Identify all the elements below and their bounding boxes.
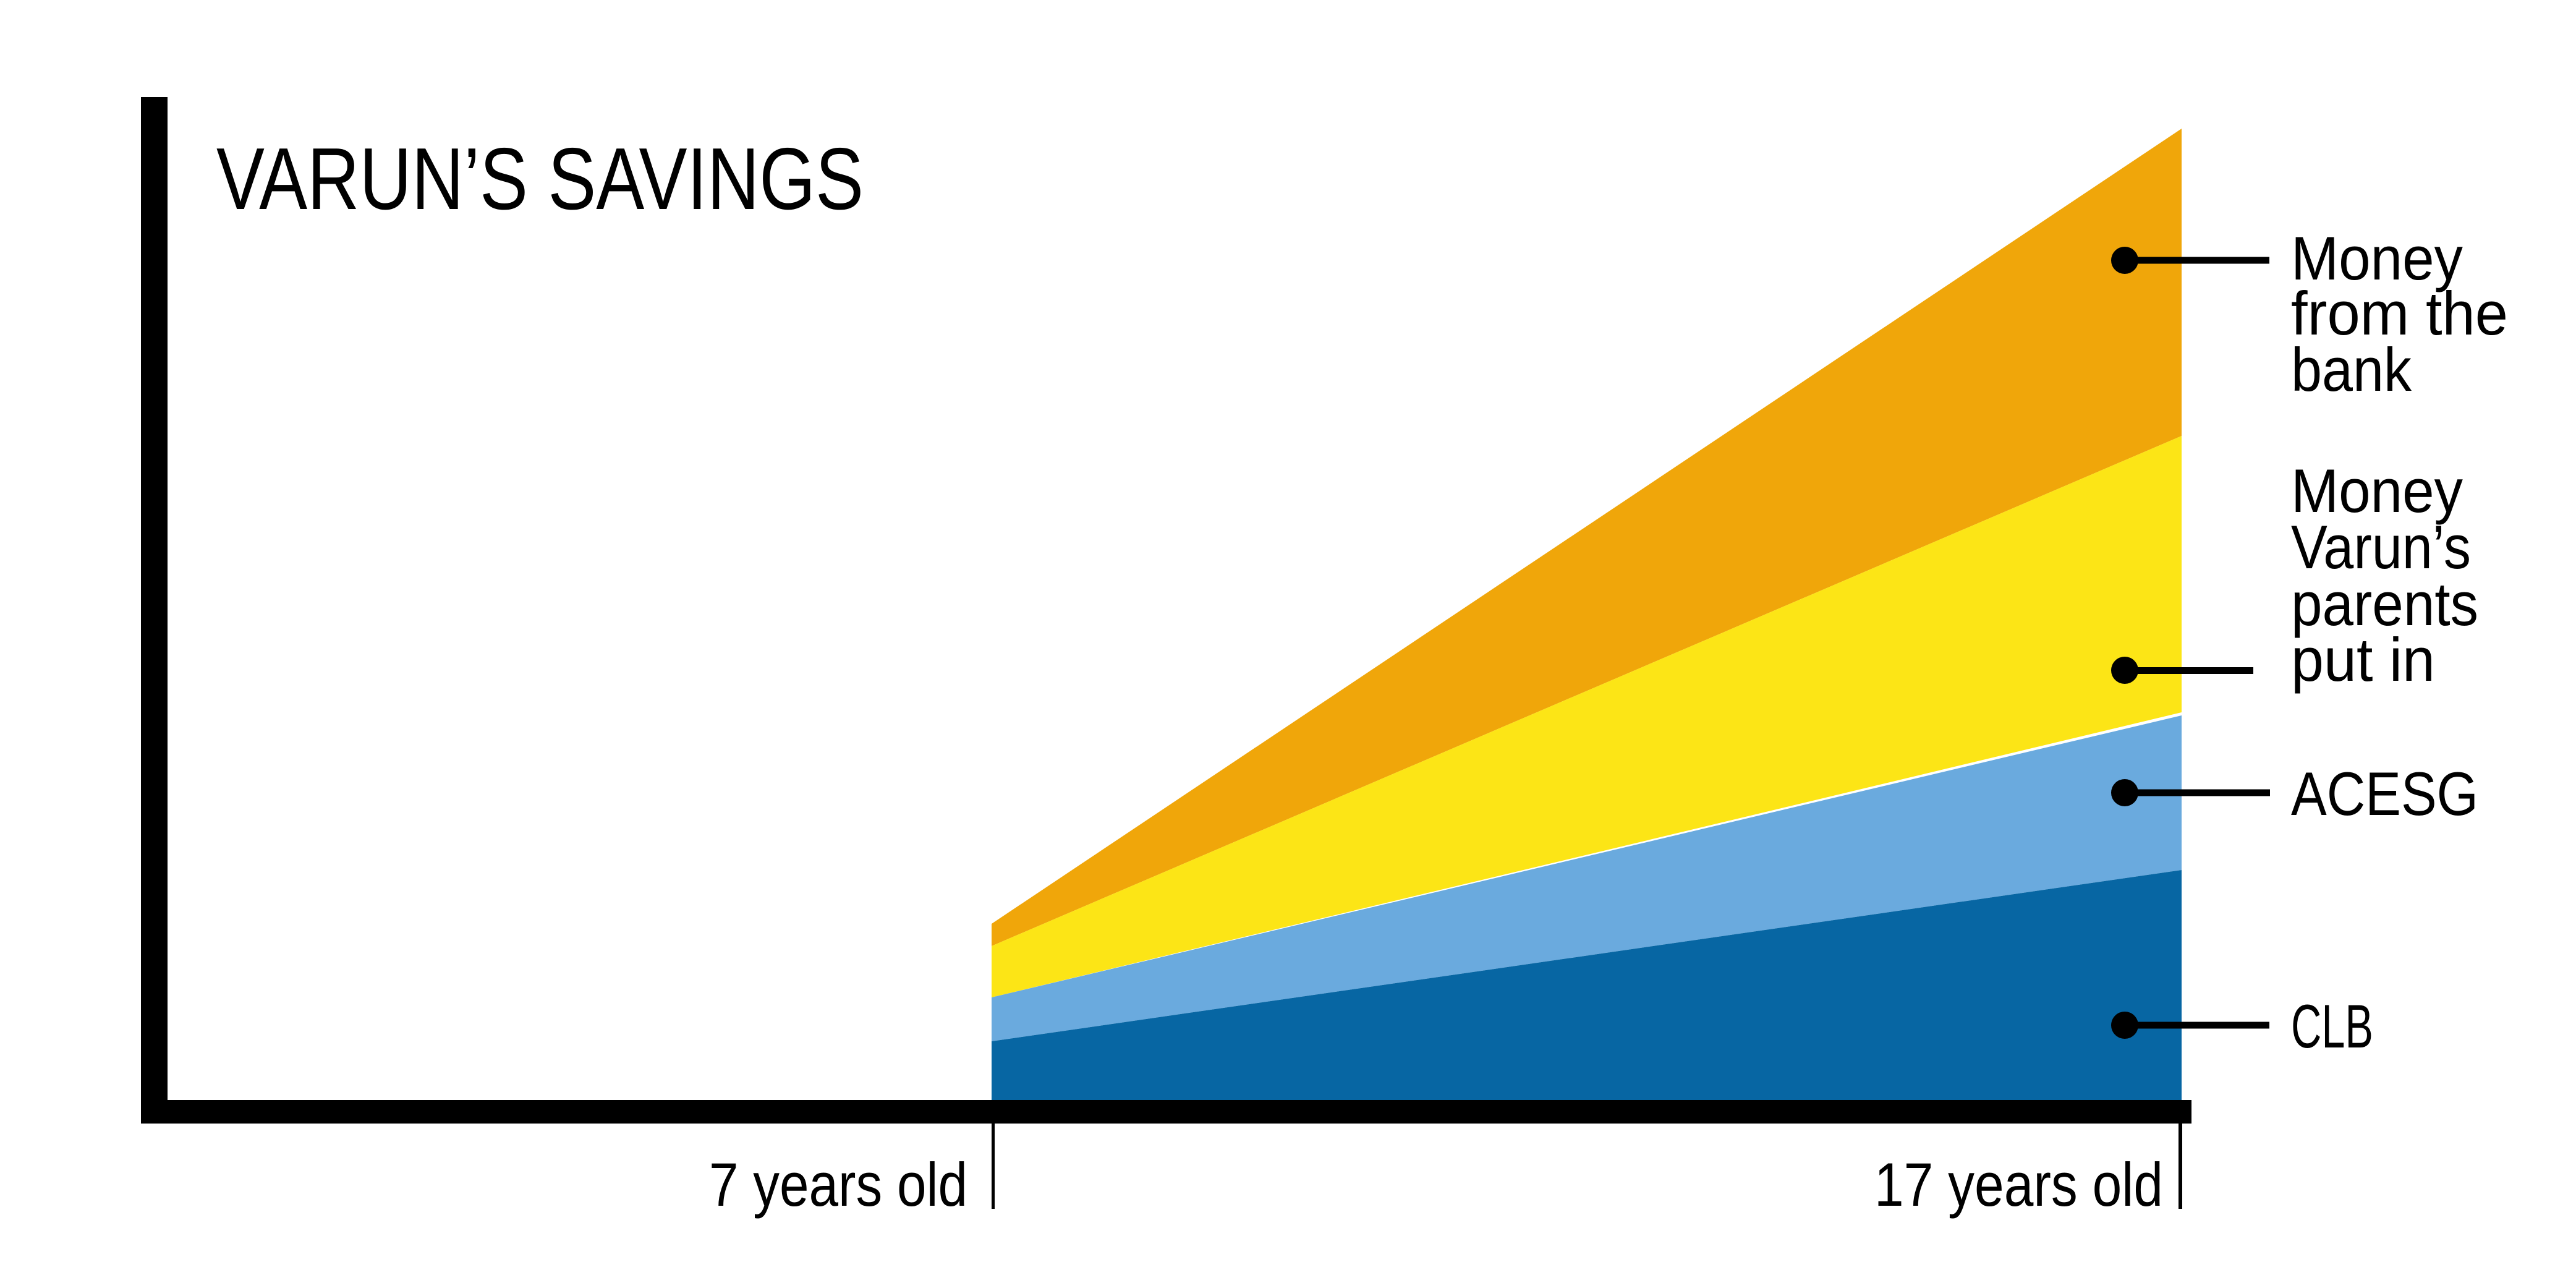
svg-text:Money: Money xyxy=(2291,224,2463,292)
svg-text:parents: parents xyxy=(2291,569,2478,638)
svg-text:CLB: CLB xyxy=(2291,992,2373,1060)
svg-text:put in: put in xyxy=(2291,625,2435,694)
svg-text:bank: bank xyxy=(2291,335,2412,404)
svg-text:7 years old: 7 years old xyxy=(709,1150,967,1219)
svg-text:from the: from the xyxy=(2291,279,2508,348)
svg-text:Varun’s: Varun’s xyxy=(2291,513,2471,581)
svg-text:17 years old: 17 years old xyxy=(1874,1150,2163,1219)
svg-text:ACESG: ACESG xyxy=(2291,759,2478,828)
svg-text:Money: Money xyxy=(2291,456,2463,525)
svg-text:VARUN’S SAVINGS: VARUN’S SAVINGS xyxy=(216,130,864,228)
